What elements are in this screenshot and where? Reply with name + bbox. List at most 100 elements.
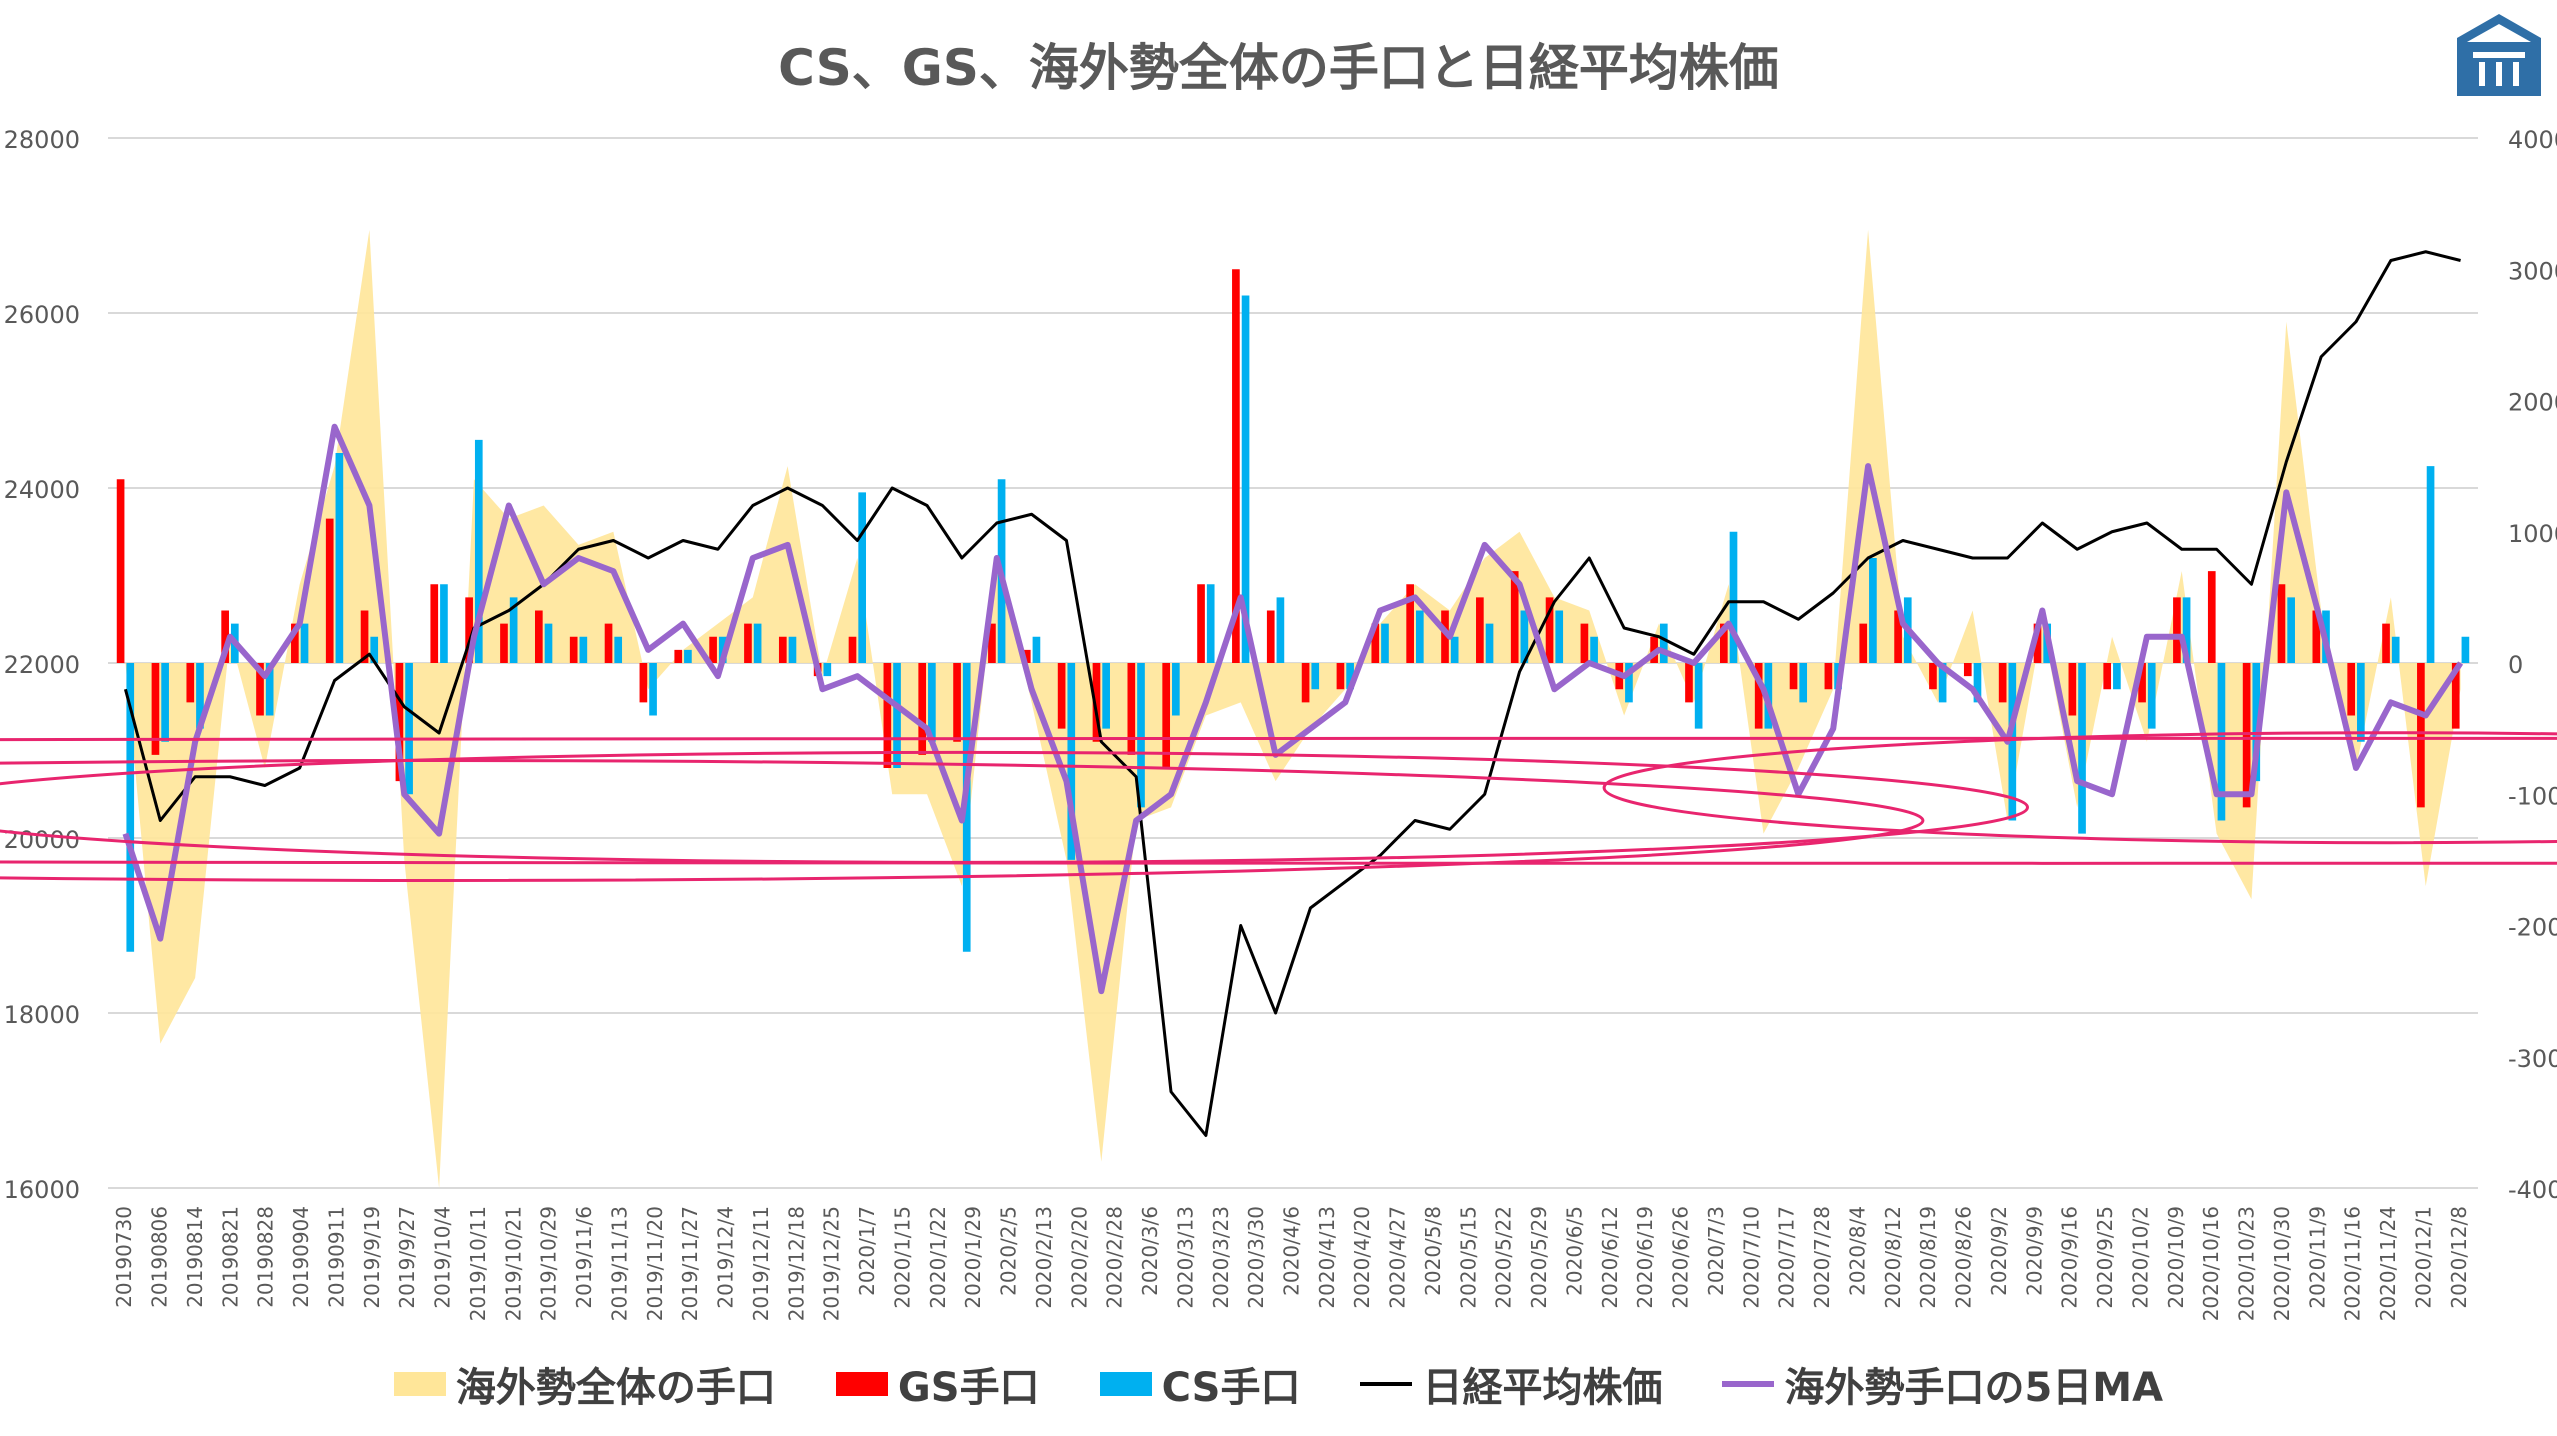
x-tick-label: 2020/2/20	[1067, 1206, 1091, 1309]
bar-cs	[1938, 663, 1947, 703]
bar-gs	[1266, 610, 1275, 663]
x-tick-label: 2020/2/28	[1103, 1206, 1127, 1309]
bar-gs	[2242, 663, 2251, 808]
bar-gs	[1057, 663, 1066, 729]
bar-gs	[1789, 663, 1798, 690]
x-tick-label: 20190730	[112, 1206, 136, 1308]
x-tick-label: 2020/10/30	[2270, 1206, 2294, 1321]
bar-gs	[1754, 663, 1763, 729]
bar-cs	[1973, 663, 1982, 703]
bar-gs	[2033, 623, 2042, 663]
legend-swatch	[1099, 1372, 1152, 1396]
bar-gs	[1336, 663, 1345, 690]
logo-icon	[2457, 14, 2541, 96]
x-tick-label: 2019/9/27	[395, 1206, 419, 1309]
bar-cs	[1415, 610, 1424, 663]
annotation-circle	[1602, 731, 2557, 845]
bar-gs	[918, 663, 927, 755]
x-tick-label: 2020/7/3	[1704, 1206, 1728, 1296]
x-tick-label: 2020/8/19	[1916, 1206, 1940, 1309]
bar-gs	[1301, 663, 1310, 703]
x-tick-label: 2020/1/15	[890, 1206, 914, 1309]
x-tick-label: 2020/1/22	[926, 1206, 950, 1309]
bar-gs	[395, 663, 404, 782]
x-tick-label: 2020/8/4	[1845, 1206, 1869, 1296]
legend-label: 海外勢手口の5日MA	[1784, 1365, 2164, 1411]
bar-cs	[649, 663, 657, 716]
bar-cs	[1311, 663, 1320, 690]
x-tick-label: 2020/5/15	[1456, 1206, 1480, 1309]
x-tick-label: 2020/2/13	[1032, 1206, 1056, 1309]
x-tick-label: 20190828	[254, 1206, 278, 1308]
x-tick-label: 2020/6/12	[1598, 1206, 1622, 1309]
bar-gs	[2347, 663, 2356, 716]
y-right-tick-label: 4000	[2508, 126, 2557, 154]
x-tick-label: 2019/12/4	[714, 1206, 738, 1309]
bar-gs	[1929, 663, 1937, 690]
legend-swatch	[1722, 1381, 1775, 1387]
bar-gs	[1824, 663, 1833, 690]
bar-cs	[1276, 597, 1285, 663]
bar-gs	[848, 636, 857, 663]
x-tick-label: 2019/10/29	[537, 1206, 561, 1321]
x-tick-label: 2020/6/19	[1633, 1206, 1657, 1309]
legend-item-gs: GS手口	[835, 1355, 1040, 1413]
x-tick-label: 2020/6/5	[1562, 1206, 1586, 1296]
y-right-tick-label: -4000	[2508, 1176, 2557, 1204]
bar-gs	[1685, 663, 1693, 703]
y-left-tick-label: 26000	[4, 301, 80, 329]
bar-gs	[1580, 623, 1589, 663]
x-tick-label: 2020/12/8	[2447, 1206, 2471, 1309]
bar-cs	[1625, 663, 1633, 703]
bar-gs	[430, 584, 439, 663]
x-tick-label: 2019/11/20	[643, 1206, 667, 1321]
bar-cs	[2391, 636, 2400, 663]
x-tick-label: 2020/3/13	[1173, 1206, 1197, 1309]
legend-swatch	[393, 1372, 446, 1396]
x-tick-label: 20190814	[183, 1206, 207, 1308]
bar-cs	[2078, 663, 2086, 834]
area-foreign-total	[125, 229, 2461, 1188]
bar-cs	[1032, 636, 1041, 663]
bar-cs	[440, 584, 448, 663]
bar-cs	[2287, 597, 2295, 663]
bar-gs	[604, 623, 613, 663]
bar-cs	[1520, 610, 1529, 663]
bar-cs	[509, 597, 518, 663]
bar-cs	[2008, 663, 2017, 821]
bar-cs	[684, 649, 692, 663]
x-tick-label: 2020/10/23	[2235, 1206, 2259, 1321]
bar-cs	[1102, 663, 1110, 729]
bar-gs	[988, 623, 996, 663]
bar-gs	[186, 663, 195, 703]
y-right-tick-label: 0	[2508, 651, 2523, 679]
legend-swatch	[1360, 1382, 1413, 1386]
bar-gs	[2138, 663, 2146, 703]
x-tick-label: 2020/4/27	[1386, 1206, 1410, 1309]
legend-item-cs: CS手口	[1099, 1355, 1300, 1413]
bar-gs	[674, 649, 683, 663]
x-tick-label: 2020/12/1	[2411, 1206, 2435, 1309]
y-right-tick-label: 3000	[2508, 257, 2557, 285]
bar-cs	[1659, 623, 1668, 663]
bar-cs	[474, 439, 483, 663]
x-tick-label: 2020/2/5	[997, 1206, 1021, 1296]
bar-cs	[1555, 610, 1564, 663]
bar-gs	[1894, 610, 1902, 663]
bar-cs	[1729, 531, 1738, 663]
bar-gs	[953, 663, 961, 742]
x-tick-label: 2020/9/2	[1987, 1206, 2011, 1296]
bar-gs	[465, 597, 473, 663]
bar-cs	[1067, 663, 1076, 860]
bar-gs	[2068, 663, 2077, 716]
legend-item-foreign-total: 海外勢全体の手口	[393, 1355, 776, 1413]
x-tick-label: 2020/5/29	[1527, 1206, 1551, 1309]
bar-gs	[500, 623, 508, 663]
x-tick-label: 2020/5/8	[1421, 1206, 1445, 1296]
bar-cs	[614, 636, 623, 663]
legend: 海外勢全体の手口 GS手口 CS手口 日経平均株価 海外勢手口の5日MA	[0, 1355, 2557, 1413]
